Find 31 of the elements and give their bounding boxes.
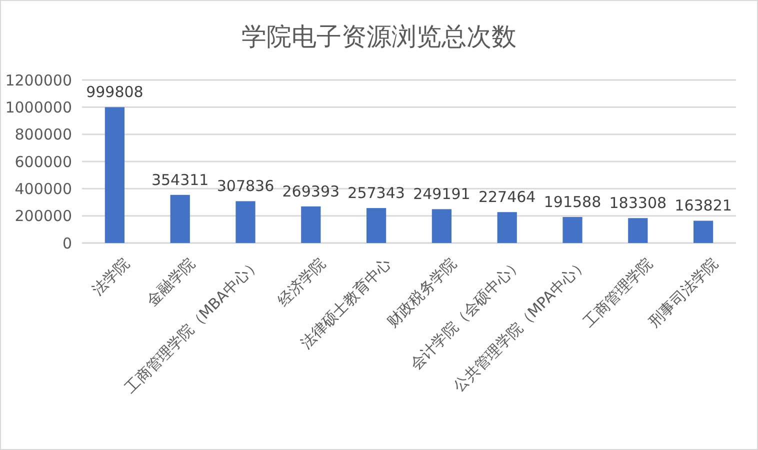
y-tick-label: 0 xyxy=(62,234,72,252)
x-tick-label: 法学院 xyxy=(88,254,133,300)
bar xyxy=(104,107,125,243)
data-label: 307836 xyxy=(216,177,274,196)
data-label: 257343 xyxy=(348,184,405,202)
data-label: 191588 xyxy=(544,192,602,211)
bar xyxy=(693,220,714,243)
bar xyxy=(628,218,648,243)
y-tick-label: 800000 xyxy=(14,126,72,144)
x-tick-label: 经济学院 xyxy=(274,254,330,310)
y-tick-label: 200000 xyxy=(14,207,72,226)
x-tick-label: 金融学院 xyxy=(143,254,198,310)
data-label: 999808 xyxy=(86,83,144,102)
bar xyxy=(236,201,256,243)
bar xyxy=(170,194,190,243)
bar xyxy=(301,206,321,243)
data-label: 163821 xyxy=(674,196,732,215)
y-tick-label: 600000 xyxy=(14,152,72,171)
y-tick-label: 400000 xyxy=(14,180,72,198)
bar xyxy=(497,212,517,243)
bar xyxy=(562,216,582,243)
bar xyxy=(432,209,452,243)
chart-title: 学院电子资源浏览总次数 xyxy=(242,22,516,51)
data-label: 269393 xyxy=(282,182,340,200)
data-label: 354311 xyxy=(151,170,209,189)
data-label: 183308 xyxy=(609,194,667,212)
data-label: 227464 xyxy=(478,188,536,206)
y-tick-label: 1200000 xyxy=(5,71,72,90)
data-label: 249191 xyxy=(413,185,470,204)
bar xyxy=(366,208,386,243)
y-tick-label: 1000000 xyxy=(5,98,72,116)
